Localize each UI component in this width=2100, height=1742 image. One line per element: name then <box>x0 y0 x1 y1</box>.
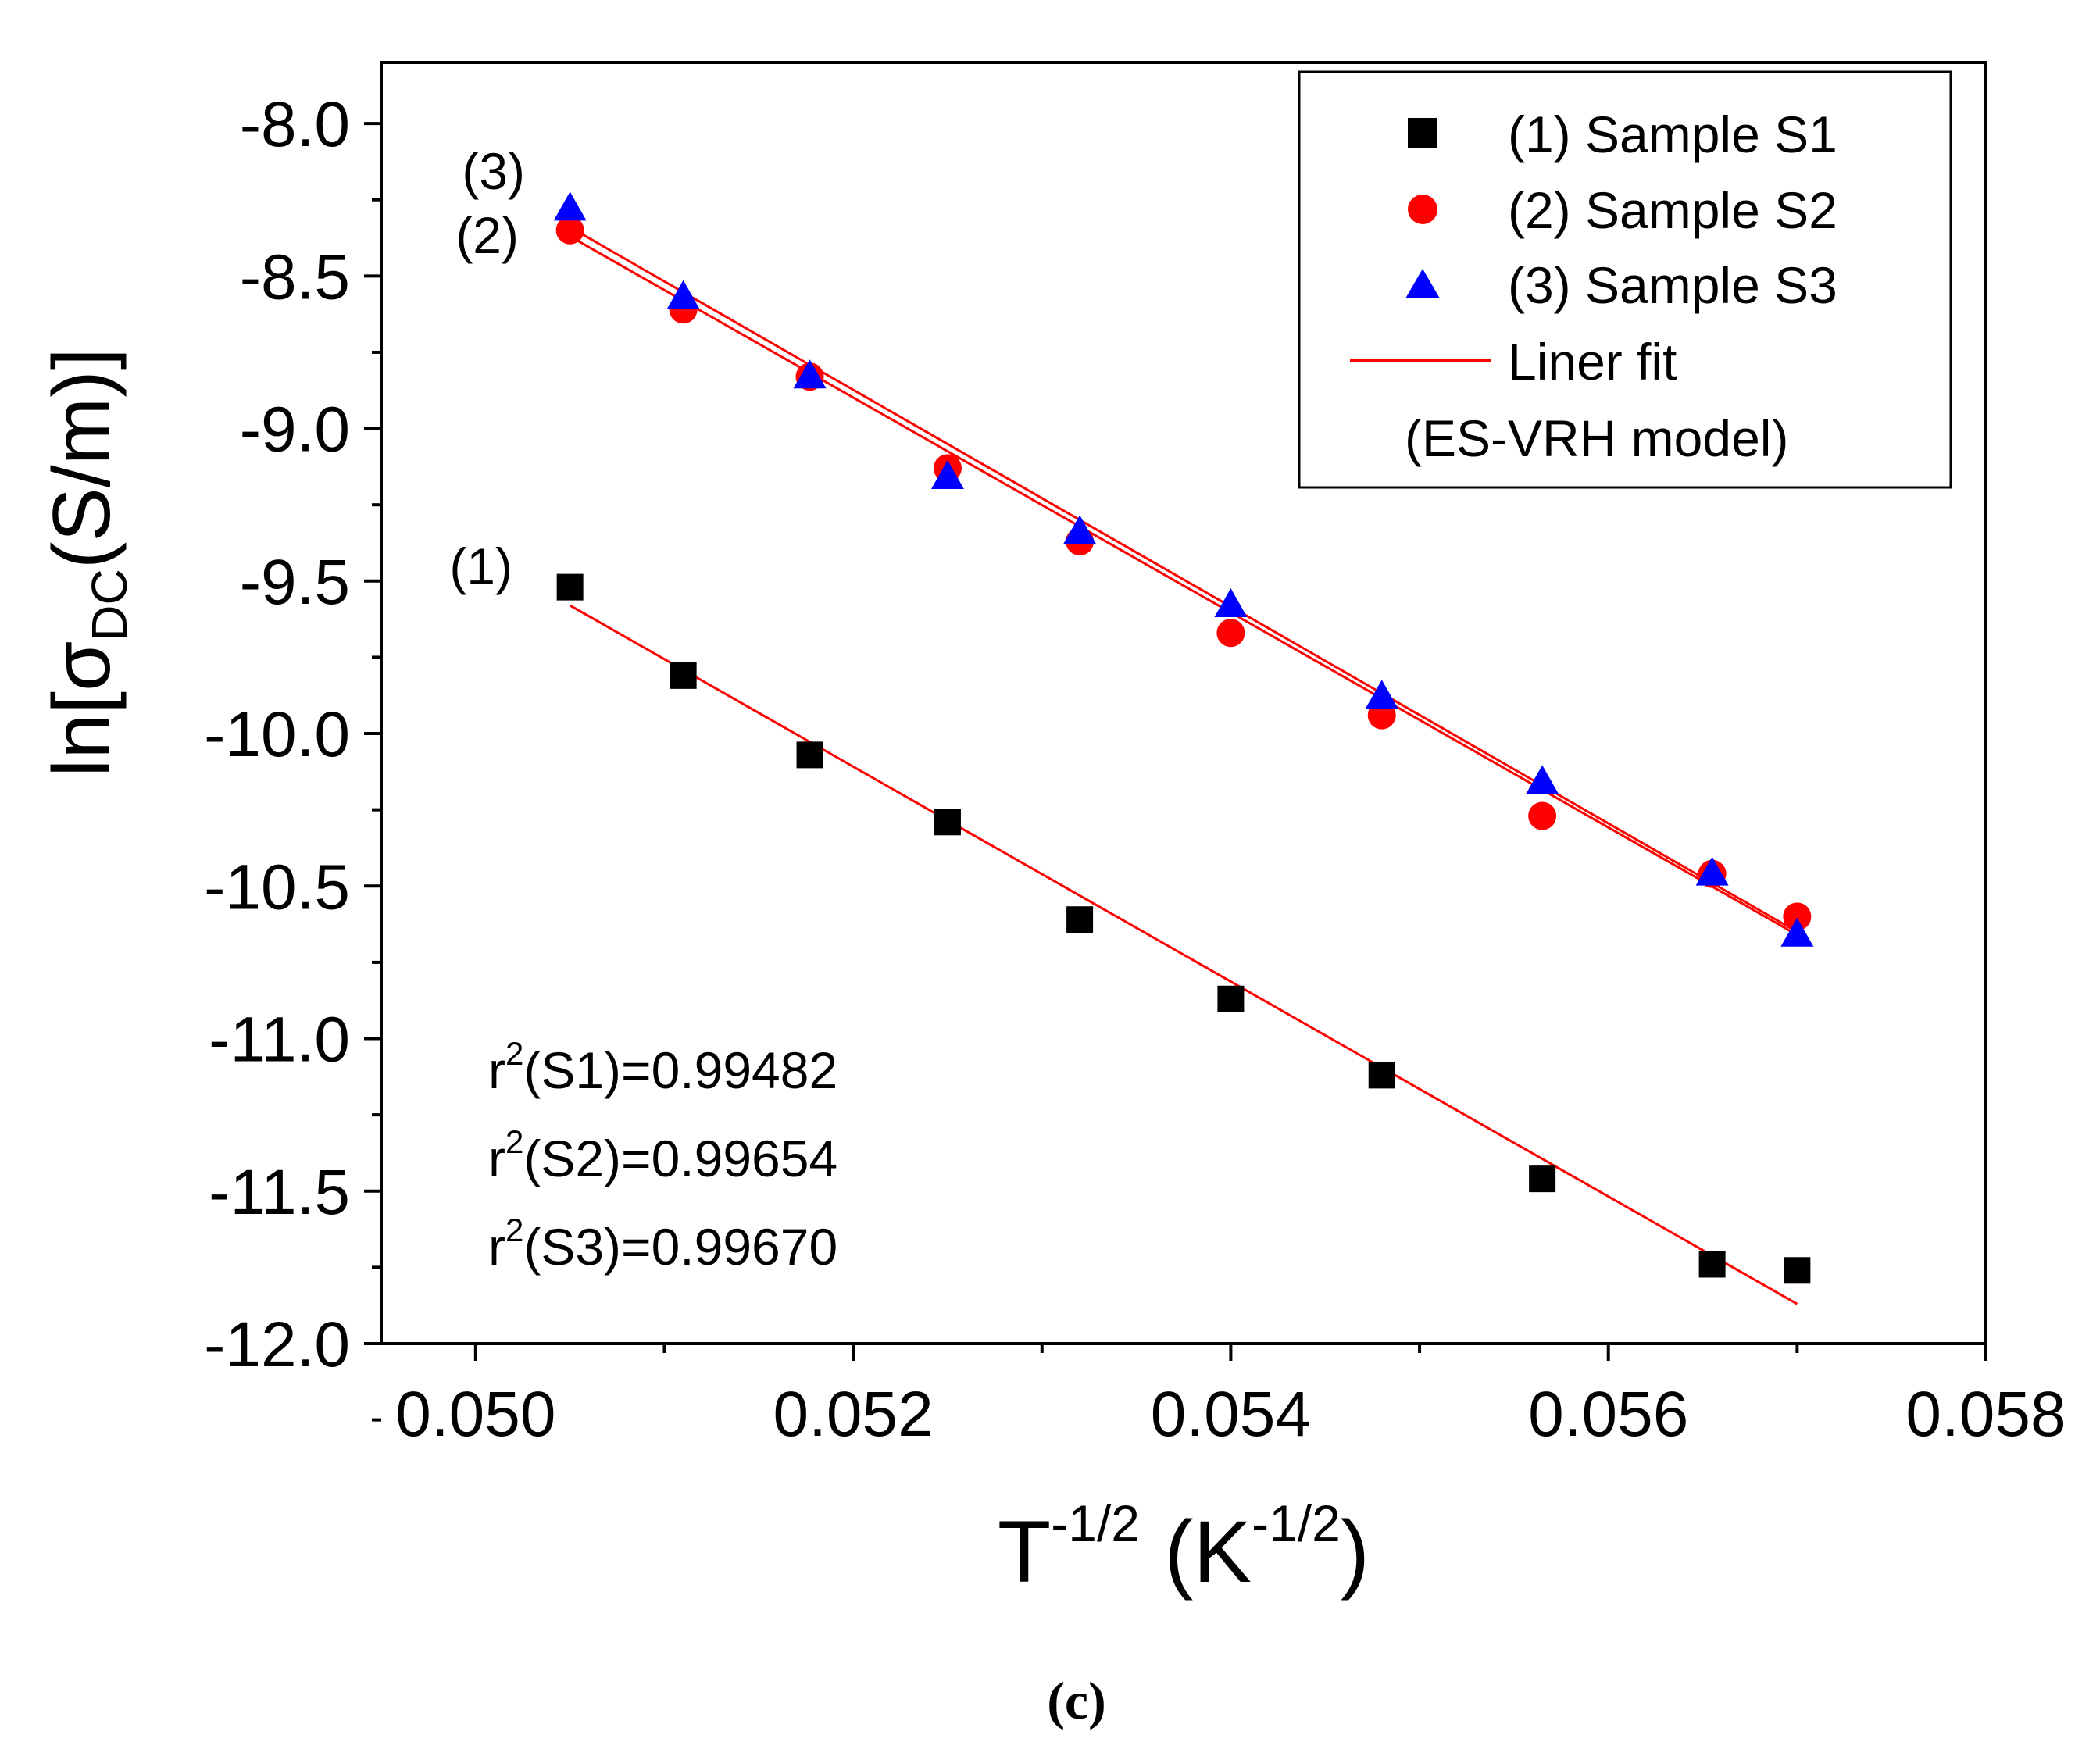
y-tick-label: -8.5 <box>240 241 350 312</box>
r-squared-annotations: r2(S1)=0.99482 r2(S2)=0.99654 r2(S3)=0.9… <box>488 1035 838 1276</box>
data-point-s3 <box>793 359 827 389</box>
data-point-s1 <box>796 741 823 769</box>
data-point-s3 <box>1780 917 1814 947</box>
data-point-s3 <box>1214 588 1248 618</box>
legend-label-s1: (1) Sample S1 <box>1508 105 1838 163</box>
data-point-s3 <box>1063 515 1097 544</box>
x-tick-label: 0.056 <box>1528 1379 1688 1450</box>
fit-line-s1 <box>569 604 1798 1305</box>
legend-label-fit-model: (ES-VRH model) <box>1405 409 1788 467</box>
data-point-s1 <box>556 573 584 601</box>
x-tick-label: 0.052 <box>773 1379 934 1450</box>
data-point-s3 <box>1526 765 1559 794</box>
data-point-s1 <box>1368 1062 1395 1089</box>
legend-marker-s3 <box>1405 269 1440 298</box>
data-point-s1 <box>1217 985 1245 1012</box>
data-point-s1 <box>1784 1257 1811 1284</box>
plot-frame <box>380 61 1988 1345</box>
data-point-s2 <box>1783 902 1812 931</box>
r2-s3: r2(S3)=0.99670 <box>488 1212 838 1276</box>
figure-caption: (c) <box>1047 1671 1105 1730</box>
data-point-s3 <box>1695 856 1729 886</box>
fit-lines <box>569 226 1798 1305</box>
y-tick-label: -11.0 <box>209 1005 350 1076</box>
fit-line-s3 <box>569 226 1798 933</box>
data-point-s1 <box>1066 906 1094 933</box>
x-axis-ticks: 0.050 0.052 0.054 0.056 0.058 <box>395 1344 2066 1450</box>
series-tag-s3: (3) <box>462 142 525 200</box>
data-point-s2 <box>1528 801 1557 830</box>
series-tag-s1: (1) <box>449 537 512 595</box>
y-tick-label: -11.5 <box>209 1157 350 1228</box>
y-tick-label: -9.0 <box>240 394 350 466</box>
legend-marker-s1 <box>1408 118 1438 148</box>
legend-label-s2: (2) Sample S2 <box>1508 181 1838 239</box>
data-point-s3 <box>666 280 700 309</box>
legend-marker-s2 <box>1408 195 1438 224</box>
legend-label-fit: Liner fit <box>1508 333 1677 391</box>
data-point-s2 <box>555 216 584 245</box>
y-tick-label: -12.0 <box>204 1309 350 1380</box>
data-point-s3 <box>553 191 587 221</box>
y-tick-label: -10.5 <box>204 851 350 923</box>
data-point-s1 <box>1529 1165 1556 1193</box>
data-point-s1 <box>670 662 697 689</box>
data-point-s2 <box>1216 619 1245 648</box>
data-points <box>553 191 1814 1284</box>
r2-s2: r2(S2)=0.99654 <box>488 1123 838 1187</box>
data-point-s3 <box>1365 680 1398 709</box>
r2-s1: r2(S1)=0.99482 <box>488 1035 838 1099</box>
x-tick-label: 0.054 <box>1151 1379 1311 1450</box>
y-axis-label: ln[σDC(S/m)] <box>37 348 138 777</box>
x-axis-label: T-1/2 (K-1/2) <box>998 1494 1370 1601</box>
y-tick-label: -10.0 <box>204 699 350 770</box>
y-axis-ticks: -8.0 -8.5 -9.0 -9.5 -10.0 -10.5 -11.0 -11.5 -12.… <box>204 89 381 1422</box>
series-tag-s2: (2) <box>455 206 519 264</box>
x-tick-label: 0.058 <box>1905 1379 2066 1450</box>
fit-line-s2 <box>569 235 1798 937</box>
legend-label-s3: (3) Sample S3 <box>1508 256 1838 314</box>
data-point-s3 <box>930 460 964 490</box>
data-point-s1 <box>1698 1251 1726 1278</box>
x-tick-label: 0.050 <box>395 1379 555 1450</box>
legend: (1) Sample S1 (2) Sample S2 (3) Sample S… <box>1298 70 1952 489</box>
y-tick-label: -9.5 <box>240 547 350 618</box>
y-tick-label: -8.0 <box>240 89 350 160</box>
data-point-s1 <box>934 809 961 836</box>
